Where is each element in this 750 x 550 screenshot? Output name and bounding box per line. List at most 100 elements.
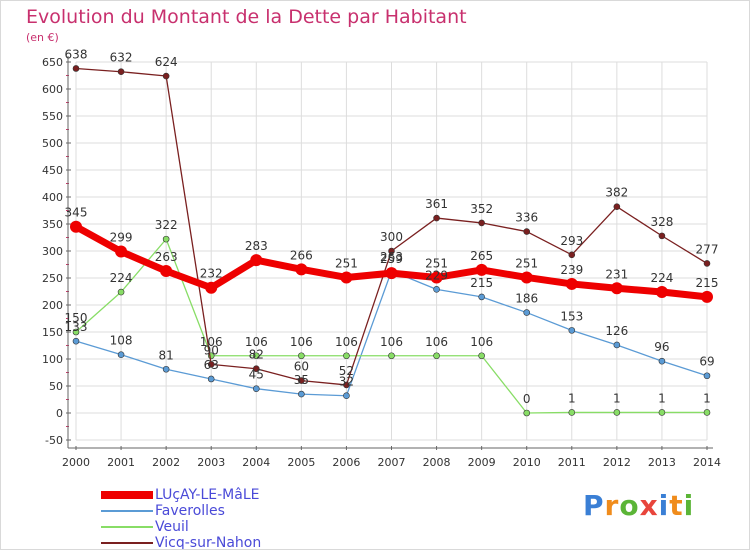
data-label-2: 150 xyxy=(65,311,88,325)
data-label-1: 133 xyxy=(65,320,88,334)
series-point-0 xyxy=(610,282,623,295)
proxiti-logo: Proxiti xyxy=(583,489,694,522)
series-point-2 xyxy=(703,409,711,416)
x-tick-label: 2014 xyxy=(693,456,721,469)
data-label-3: 352 xyxy=(470,202,493,216)
series-point-3 xyxy=(658,232,666,240)
data-label-2: 1 xyxy=(568,391,576,405)
logo-letter: x xyxy=(639,489,659,522)
x-tick-label: 2006 xyxy=(332,456,360,469)
legend-swatch xyxy=(101,510,153,512)
y-tick-label: 0 xyxy=(56,407,63,420)
data-label-1: 229 xyxy=(425,268,448,282)
data-label-3: 632 xyxy=(110,51,133,65)
data-label-0: 232 xyxy=(200,267,223,281)
y-tick-label: 550 xyxy=(42,110,63,123)
data-label-1: 81 xyxy=(159,348,174,362)
series-point-1 xyxy=(568,327,576,334)
data-label-0: 266 xyxy=(290,248,313,262)
data-label-3: 60 xyxy=(294,360,309,374)
x-tick-label: 2010 xyxy=(513,456,541,469)
data-label-2: 224 xyxy=(110,271,133,285)
series-point-2 xyxy=(478,352,485,360)
data-label-2: 1 xyxy=(658,391,666,405)
data-label-2: 106 xyxy=(245,335,268,349)
series-point-1 xyxy=(343,392,350,400)
y-tick-label: 350 xyxy=(42,218,63,231)
legend-label: Veuil xyxy=(155,519,189,535)
data-label-3: 382 xyxy=(605,186,628,200)
series-point-2 xyxy=(613,409,621,416)
x-tick-label: 2013 xyxy=(648,456,676,469)
x-tick-label: 2007 xyxy=(378,456,406,469)
series-point-0 xyxy=(520,271,533,284)
data-label-3: 328 xyxy=(650,215,673,229)
data-label-3: 624 xyxy=(155,55,178,69)
data-label-2: 106 xyxy=(380,335,403,349)
x-tick-label: 2002 xyxy=(152,456,180,469)
data-label-1: 45 xyxy=(249,368,264,382)
series-point-1 xyxy=(613,341,621,349)
x-tick-label: 2004 xyxy=(242,456,270,469)
data-label-1: 153 xyxy=(560,309,583,323)
series-point-1 xyxy=(72,337,80,345)
data-label-2: 106 xyxy=(470,335,493,349)
series-point-0 xyxy=(701,290,713,303)
data-label-0: 259 xyxy=(380,252,403,266)
series-point-3 xyxy=(568,251,576,259)
data-labels-layer: 345 299 263 232 283 266 251 259 251 265 251 239 231 2… xyxy=(65,47,719,406)
data-label-0: 251 xyxy=(425,256,448,270)
data-label-2: 322 xyxy=(155,218,178,232)
data-label-1: 32 xyxy=(339,375,354,389)
legend-label: Vicq-sur-Nahon xyxy=(155,535,262,550)
series-point-1 xyxy=(298,390,305,398)
series-point-3 xyxy=(162,72,170,80)
series-point-3 xyxy=(117,68,125,76)
x-tick-label: 2001 xyxy=(107,456,135,469)
series-point-2 xyxy=(523,409,531,417)
logo-letter: o xyxy=(619,489,640,522)
series-point-2 xyxy=(433,352,440,360)
series-point-3 xyxy=(388,247,395,255)
data-label-1: 263 xyxy=(380,250,403,264)
y-tick-label: 250 xyxy=(42,272,63,285)
series-point-0 xyxy=(385,267,398,280)
y-tick-label: -50 xyxy=(45,434,63,447)
series-point-1 xyxy=(252,385,260,393)
series-point-1 xyxy=(162,365,170,373)
series-point-3 xyxy=(298,377,305,384)
data-label-0: 239 xyxy=(560,263,583,277)
data-label-1: 215 xyxy=(470,276,493,290)
series-point-0 xyxy=(565,277,578,290)
x-tick-label: 2003 xyxy=(197,456,225,469)
series-point-0 xyxy=(295,263,308,276)
legend-label: Faverolles xyxy=(155,503,225,519)
series-point-2 xyxy=(658,409,666,416)
series-point-0 xyxy=(250,254,263,267)
data-label-3: 300 xyxy=(380,230,403,244)
y-tick-label: 450 xyxy=(42,164,63,177)
data-label-1: 35 xyxy=(294,373,309,387)
logo-letter: i xyxy=(658,489,670,522)
data-label-3: 277 xyxy=(696,242,719,256)
data-label-0: 265 xyxy=(470,249,493,263)
series-point-2 xyxy=(252,352,260,360)
series-point-2 xyxy=(388,352,395,360)
series-point-3 xyxy=(72,65,80,72)
series-point-3 xyxy=(433,214,440,222)
x-tick-label: 2000 xyxy=(62,456,90,469)
legend-swatch xyxy=(101,491,153,499)
legend-swatch xyxy=(101,542,153,544)
series-point-1 xyxy=(478,293,485,301)
y-tick-label: 200 xyxy=(42,299,63,312)
series-point-1 xyxy=(207,375,215,383)
x-tick-label: 2008 xyxy=(423,456,451,469)
series-point-0 xyxy=(70,220,82,233)
data-label-2: 0 xyxy=(523,392,531,406)
data-label-0: 283 xyxy=(245,239,268,253)
series-point-2 xyxy=(343,352,350,360)
data-label-2: 106 xyxy=(290,335,313,349)
series-point-1 xyxy=(703,372,711,380)
series-point-0 xyxy=(475,263,488,276)
data-label-3: 336 xyxy=(515,211,538,225)
